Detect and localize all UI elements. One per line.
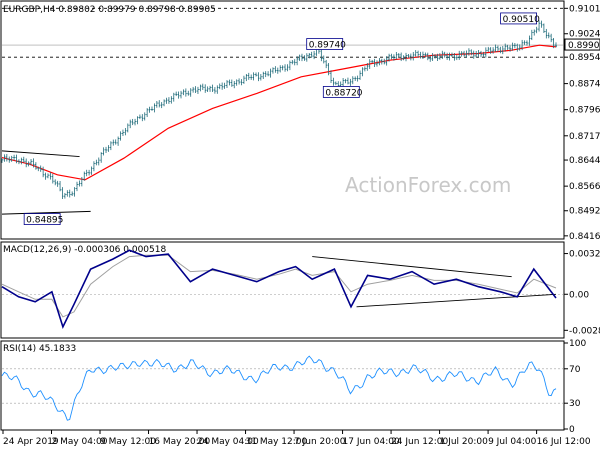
macd-header: MACD(12,26,9) -0.000306 0.000518	[3, 245, 166, 255]
x-tick-label: 31 May 12:00	[246, 437, 308, 447]
main-y-tick-label: 0.88745	[569, 80, 600, 90]
rsi-line	[1, 355, 557, 421]
main-panel: EURGBP,H4 0.89802 0.89979 0.89798 0.8990…	[0, 0, 600, 242]
price-annotations: 0.84895 0.89740 0.88720 0.90510	[23, 12, 540, 226]
macd-y-tick-label: -0.002868	[569, 326, 600, 336]
macd-trendline	[312, 256, 512, 278]
main-y-tick-label: 0.87175	[569, 132, 600, 142]
x-tick-label: 1 Jul 20:00	[440, 437, 489, 447]
rsi-y-tick-label: 100	[569, 339, 586, 349]
main-panel-frame	[0, 0, 565, 240]
trendline	[1, 210, 91, 215]
annotation-box	[500, 12, 538, 25]
main-y-tick-label: 0.90245	[569, 30, 600, 40]
x-tick-label: 7 Jun 20:00	[294, 437, 346, 447]
price-candles	[1, 20, 557, 200]
annotation-label: 0.89740	[309, 41, 346, 51]
annotation-box	[23, 213, 61, 225]
x-tick-label: 2 May 04:00	[52, 437, 108, 447]
rsi-y-tick-label: 0	[569, 425, 575, 435]
annotation-box	[306, 38, 344, 50]
macd-lines	[1, 249, 557, 330]
trendline	[1, 150, 80, 158]
rsi-header: RSI(14) 45.1833	[3, 344, 76, 354]
rsi-panel-frame	[0, 340, 565, 431]
x-tick-label: 16 Jul 12:00	[537, 437, 591, 447]
main-y-tick-label: 0.86445	[569, 156, 600, 166]
rsi-polyline	[1, 355, 557, 421]
ma-polyline	[1, 44, 557, 181]
macd-y-axis: 0.003239 0.00 -0.002868	[564, 250, 600, 336]
annotation-label: 0.90510	[503, 15, 540, 25]
rsi-panel: RSI(14) 45.1833 100 70 30 0	[0, 339, 586, 435]
annotation-box	[322, 86, 360, 98]
rsi-levels	[2, 368, 563, 404]
main-y-tick-label: 0.84165	[569, 232, 600, 242]
main-levels	[2, 7, 563, 58]
x-tick-label: 16 May 20:00	[149, 437, 211, 447]
macd-trendline	[356, 293, 557, 308]
x-tick-label: 17 Jun 04:00	[343, 437, 400, 447]
macd-panel: MACD(12,26,9) -0.000306 0.000518 0.00323…	[0, 241, 600, 339]
watermark: ActionForex.com	[345, 173, 511, 197]
ma-line	[1, 44, 557, 181]
annotation-label: 0.84895	[26, 216, 63, 226]
x-tick-label: 9 May 12:00	[100, 437, 156, 447]
rsi-y-axis: 100 70 30 0	[564, 339, 586, 435]
x-tick-label: 9 Jul 04:00	[488, 437, 537, 447]
rsi-y-tick-label: 30	[569, 399, 581, 409]
x-tick-label: 24 Jun 12:00	[391, 437, 448, 447]
macd-panel-frame	[0, 241, 565, 339]
rsi-y-tick-label: 70	[569, 365, 581, 375]
x-tick-label: 24 Apr 2019	[3, 437, 59, 447]
macd-trendlines	[2, 256, 563, 308]
main-header: EURGBP,H4 0.89802 0.89979 0.89798 0.8990…	[3, 5, 216, 15]
x-tick-label: 24 May 04:00	[197, 437, 259, 447]
current-price-tag	[564, 38, 600, 51]
macd-y-tick-label: 0.003239	[569, 250, 600, 260]
macd-polyline	[1, 249, 557, 330]
annotation-label: 0.88720	[325, 88, 362, 98]
macd-y-tick-label: 0.00	[569, 290, 589, 300]
current-price-label: 0.89905	[568, 41, 600, 51]
main-trendlines	[1, 150, 91, 215]
